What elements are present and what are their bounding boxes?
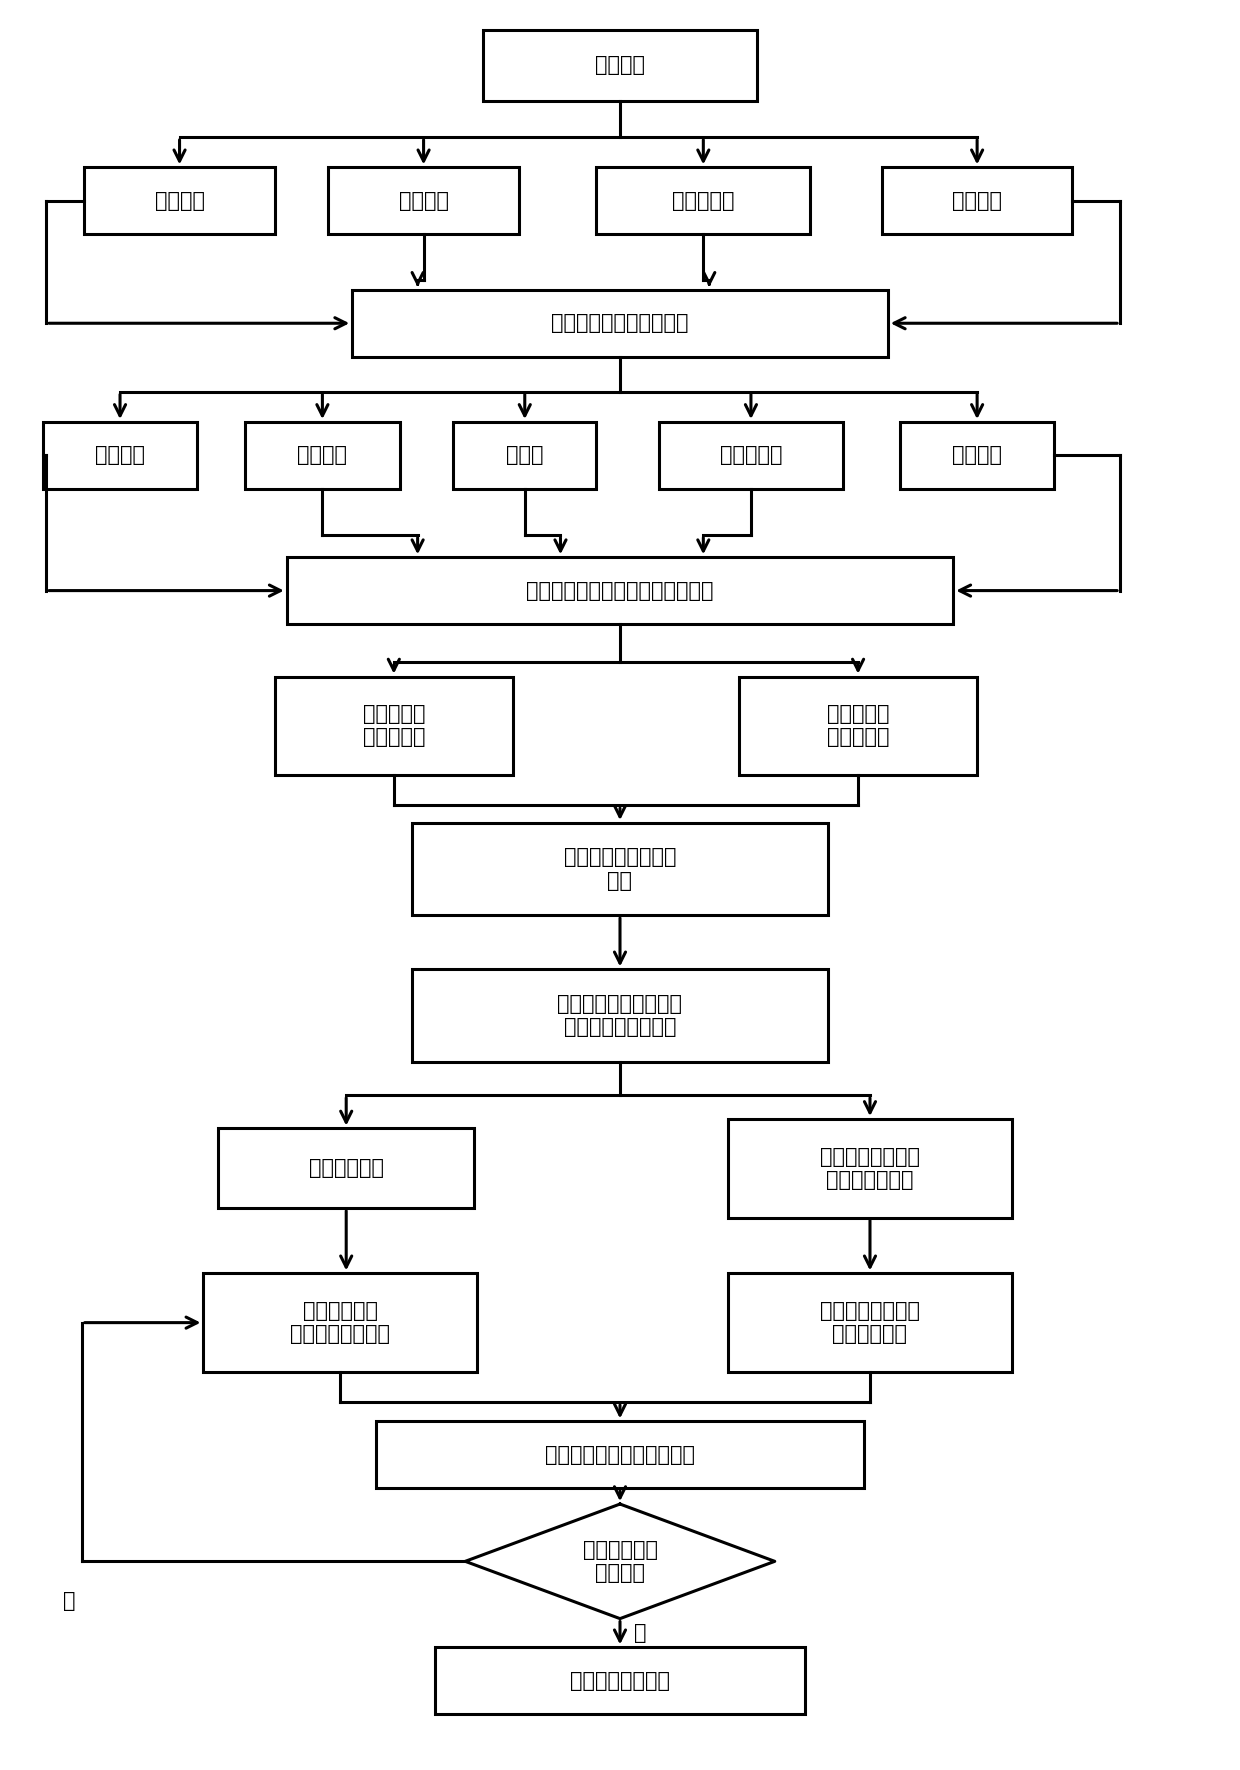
Text: 确定桥梁设计参数: 确定桥梁设计参数 [570, 1671, 670, 1690]
Text: 是: 是 [635, 1623, 647, 1643]
FancyBboxPatch shape [412, 823, 828, 915]
FancyBboxPatch shape [900, 421, 1054, 489]
FancyBboxPatch shape [352, 290, 888, 358]
FancyBboxPatch shape [882, 168, 1073, 234]
Text: 否: 否 [63, 1591, 76, 1611]
FancyBboxPatch shape [42, 421, 197, 489]
FancyBboxPatch shape [218, 1129, 474, 1209]
Text: 确定设计参数及取值范围: 确定设计参数及取值范围 [552, 313, 688, 333]
FancyBboxPatch shape [246, 421, 399, 489]
FancyBboxPatch shape [203, 1273, 477, 1372]
Text: 开展桥梁非线性时程
分析: 开展桥梁非线性时程 分析 [564, 848, 676, 890]
Text: 桥梁设计参数: 桥梁设计参数 [309, 1158, 383, 1179]
FancyBboxPatch shape [286, 558, 954, 625]
Text: 连续梁桥: 连续梁桥 [398, 191, 449, 211]
Text: 建立地震动
分析样本库: 建立地震动 分析样本库 [362, 704, 425, 747]
FancyBboxPatch shape [454, 421, 596, 489]
Text: 纵筋间距: 纵筋间距 [298, 446, 347, 466]
Text: 选取桥型: 选取桥型 [595, 55, 645, 76]
Text: 钢筋等级: 钢筋等级 [952, 446, 1002, 466]
Polygon shape [465, 1504, 775, 1618]
FancyBboxPatch shape [329, 168, 518, 234]
Text: 计算设防目标对应
的地震失效概率: 计算设防目标对应 的地震失效概率 [820, 1147, 920, 1189]
Text: 根据桥梁抗震设计规范
选取不同的设防目标: 根据桥梁抗震设计规范 选取不同的设防目标 [558, 995, 682, 1037]
FancyBboxPatch shape [275, 676, 513, 775]
FancyBboxPatch shape [728, 1273, 1012, 1372]
FancyBboxPatch shape [84, 168, 275, 234]
FancyBboxPatch shape [376, 1421, 864, 1489]
FancyBboxPatch shape [484, 30, 756, 101]
Text: 其它桥型: 其它桥型 [952, 191, 1002, 211]
FancyBboxPatch shape [412, 970, 828, 1062]
Text: 建立地震失效概率
的响应面模型: 建立地震失效概率 的响应面模型 [820, 1301, 920, 1343]
FancyBboxPatch shape [728, 1119, 1012, 1218]
Text: 计算实际桥梁地震失效概率: 计算实际桥梁地震失效概率 [546, 1444, 694, 1466]
Text: 简支梁桥: 简支梁桥 [155, 191, 205, 211]
Text: 配箍率: 配箍率 [506, 446, 543, 466]
Text: 桥墩高度: 桥墩高度 [95, 446, 145, 466]
Text: 连续钢构桥: 连续钢构桥 [672, 191, 734, 211]
Text: 桥梁结构损
伤评定方法: 桥梁结构损 伤评定方法 [827, 704, 889, 747]
FancyBboxPatch shape [435, 1648, 805, 1713]
Text: 混凝土标号: 混凝土标号 [719, 446, 782, 466]
FancyBboxPatch shape [596, 168, 811, 234]
Text: 根据实际情况
调整桥梁相关参数: 根据实际情况 调整桥梁相关参数 [290, 1301, 391, 1343]
FancyBboxPatch shape [658, 421, 843, 489]
FancyBboxPatch shape [739, 676, 977, 775]
Text: 判断是否满足
性能目标: 判断是否满足 性能目标 [583, 1540, 657, 1582]
Text: 建立各参数对应桥梁结构计算模型: 建立各参数对应桥梁结构计算模型 [526, 581, 714, 600]
